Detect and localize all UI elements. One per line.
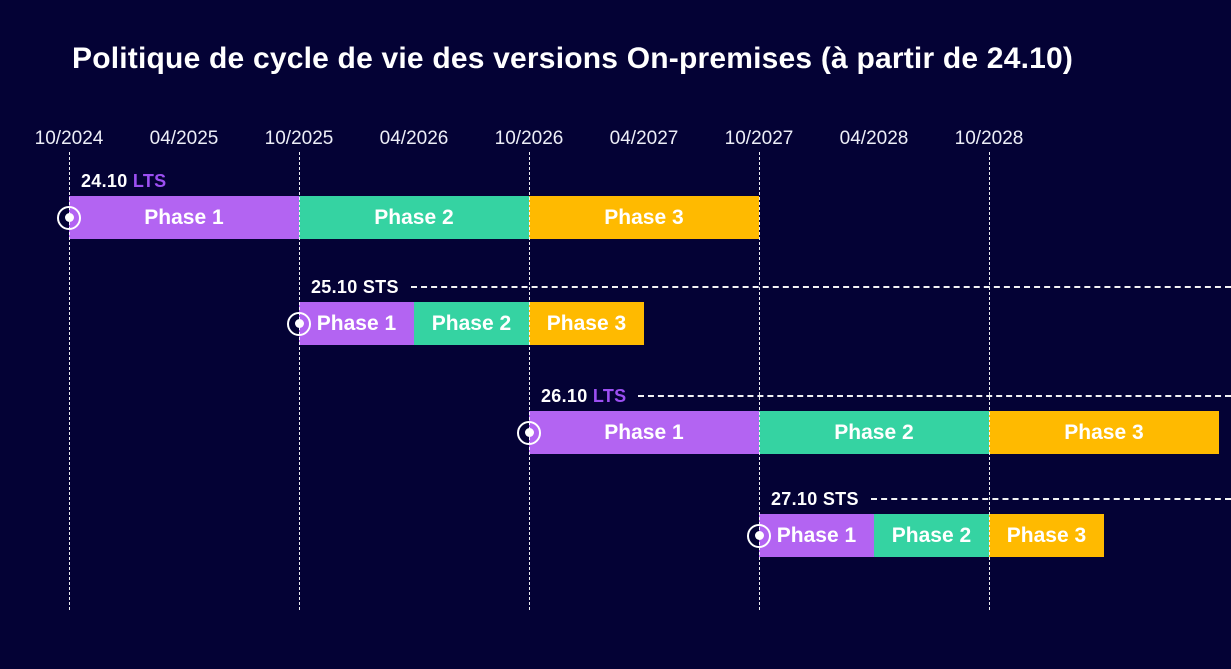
- phase-bar-1: Phase 1: [299, 302, 414, 345]
- release-start-marker: [57, 205, 81, 230]
- release-start-marker: [517, 420, 541, 445]
- phase-bar-2: Phase 2: [414, 302, 529, 345]
- axis-tick-label: 04/2028: [839, 128, 909, 149]
- channel-badge: LTS: [592, 385, 627, 406]
- vertical-gridline-10-2027: [759, 152, 760, 610]
- version-number: 25.10: [311, 276, 363, 297]
- phase-bar-3: Phase 3: [529, 302, 644, 345]
- release-row-header: 24.10 LTS: [81, 169, 1231, 193]
- release-row-header: 26.10 LTS: [541, 384, 1231, 408]
- leader-dashed-line: [870, 498, 1231, 500]
- leader-dashed-line: [410, 286, 1231, 288]
- version-number: 26.10: [541, 385, 593, 406]
- release-bar-group: Phase 1 Phase 2 Phase 3: [529, 411, 1219, 454]
- release-start-marker: [747, 523, 771, 548]
- phase-bar-3: Phase 3: [989, 411, 1219, 454]
- phase-bar-2: Phase 2: [299, 196, 529, 239]
- axis-tick-label: 10/2028: [954, 128, 1024, 149]
- chart-title: Politique de cycle de vie des versions O…: [72, 42, 1074, 75]
- vertical-gridline-10-2028: [989, 152, 990, 610]
- channel-badge: STS: [822, 488, 859, 509]
- phase-bar-1: Phase 1: [69, 196, 299, 239]
- release-row-header: 27.10 STS: [771, 487, 1231, 511]
- channel-badge: LTS: [132, 170, 167, 191]
- axis-tick-label: 10/2025: [264, 128, 334, 149]
- phase-bar-3: Phase 3: [529, 196, 759, 239]
- vertical-gridline-10-2024: [69, 152, 70, 610]
- version-label: 26.10 LTS: [541, 386, 626, 407]
- version-label: 25.10 STS: [311, 277, 399, 298]
- phase-bar-1: Phase 1: [529, 411, 759, 454]
- axis-tick-label: 10/2026: [494, 128, 564, 149]
- version-label: 24.10 LTS: [81, 171, 166, 192]
- release-bar-group: Phase 1 Phase 2 Phase 3: [299, 302, 644, 345]
- axis-tick-label: 10/2024: [34, 128, 104, 149]
- phase-bar-2: Phase 2: [759, 411, 989, 454]
- phase-bar-2: Phase 2: [874, 514, 989, 557]
- axis-tick-label: 04/2027: [609, 128, 679, 149]
- axis-tick-label: 04/2026: [379, 128, 449, 149]
- version-number: 27.10: [771, 488, 823, 509]
- axis-tick-label: 04/2025: [149, 128, 219, 149]
- leader-dashed-line: [638, 395, 1231, 397]
- release-bar-group: Phase 1 Phase 2 Phase 3: [759, 514, 1104, 557]
- release-start-marker: [287, 311, 311, 336]
- version-number: 24.10: [81, 170, 133, 191]
- release-bar-group: Phase 1 Phase 2 Phase 3: [69, 196, 759, 239]
- vertical-gridline-10-2026: [529, 152, 530, 610]
- version-label: 27.10 STS: [771, 489, 859, 510]
- vertical-gridline-10-2025: [299, 152, 300, 610]
- channel-badge: STS: [362, 276, 399, 297]
- axis-tick-label: 10/2027: [724, 128, 794, 149]
- release-row-header: 25.10 STS: [311, 275, 1231, 299]
- phase-bar-1: Phase 1: [759, 514, 874, 557]
- phase-bar-3: Phase 3: [989, 514, 1104, 557]
